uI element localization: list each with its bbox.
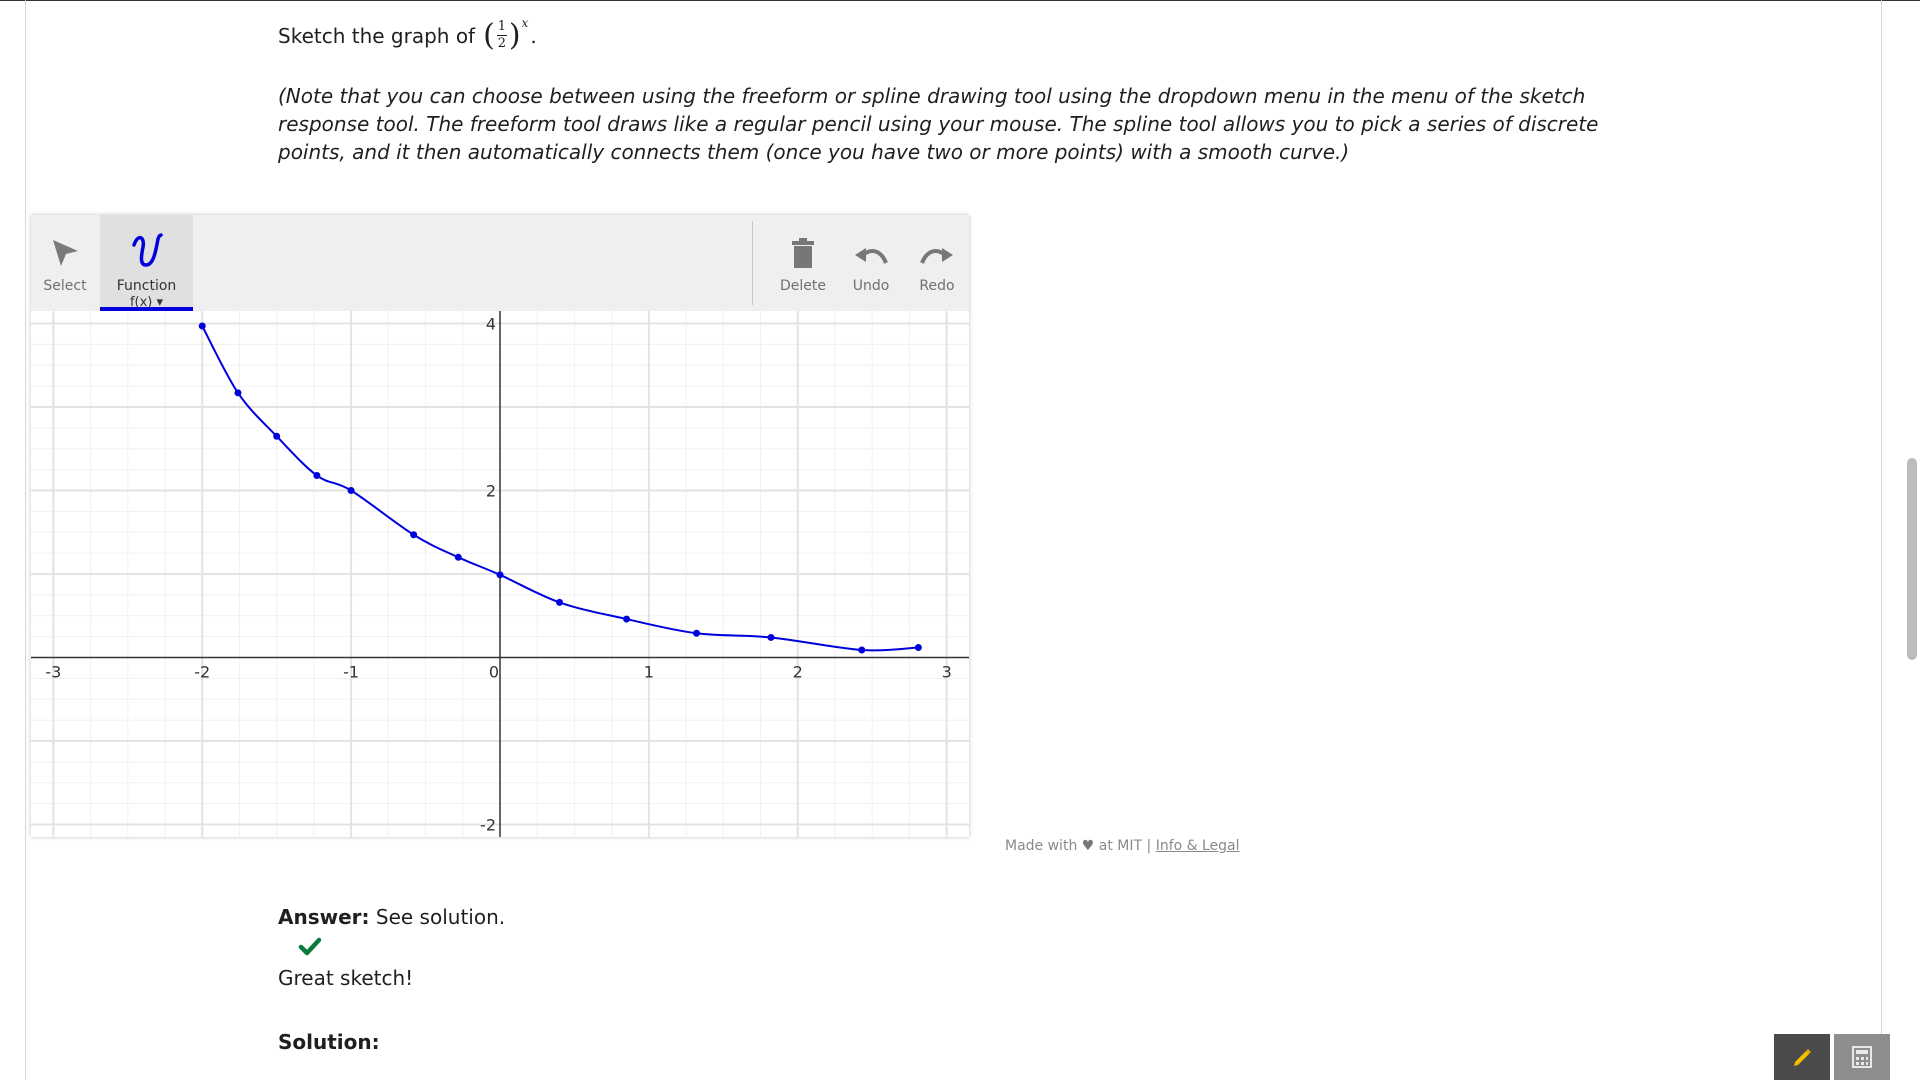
solution-heading: Solution: [278,1030,380,1054]
arrow-select-icon [50,215,80,269]
spline-point [198,322,206,330]
at-mit-text: at MIT | [1098,838,1152,854]
check-icon [298,937,322,956]
spline-point [454,553,462,561]
spline-point [273,432,281,440]
spline-point [234,389,242,397]
answer-label: Answer: [278,905,370,929]
x-tick-label: 3 [942,662,952,681]
credit-footer: Made with ♥ at MIT | Info & Legal [1005,838,1240,854]
sketch-toolbar: Select Function f(x) ▾ Delete [31,215,969,311]
answer-line: Answer: See solution. [278,905,505,929]
instruction-note: (Note that you can choose between using … [278,84,1599,164]
prompt-period: . [530,23,537,48]
spline-point [313,471,321,479]
answer-text: See solution. [375,905,506,929]
undo-icon [853,215,889,269]
function-tool-dropdown[interactable]: f(x) ▾ [129,295,164,310]
y-tick-label: 4 [486,315,496,334]
delete-label: Delete [780,278,826,294]
select-tool-button[interactable]: Select [31,215,99,311]
spline-point [914,643,922,651]
fraction-denominator: 2 [497,36,506,51]
x-tick-label: -2 [194,662,210,681]
function-tool-label: Function [116,278,177,294]
spline-point [693,629,701,637]
calculator-button[interactable] [1834,1034,1890,1080]
function-squiggle-icon [130,215,164,269]
page-left-border [25,0,26,1080]
spline-point [767,633,775,641]
scrollbar-thumb[interactable] [1907,458,1917,660]
x-tick-label: -1 [343,662,359,681]
calculator-icon [1852,1046,1872,1068]
graph-canvas[interactable]: -3 -2 -1 0 1 2 3 4 2 -2 [31,311,969,837]
y-tick-label: 2 [486,482,496,501]
toolbar-divider [752,221,753,305]
undo-label: Undo [852,278,890,294]
redo-button[interactable]: Redo [907,215,967,311]
spline-point [858,646,866,654]
x-tick-label: 0 [489,662,499,681]
function-tool-button[interactable]: Function f(x) ▾ [100,215,193,311]
undo-button[interactable]: Undo [841,215,901,311]
trash-icon [790,215,816,269]
page-right-border [1881,0,1882,1080]
info-legal-link[interactable]: Info & Legal [1155,838,1240,854]
spline-point [556,598,564,606]
problem-prompt: Sketch the graph of ( 1 2 ) x . [278,15,537,53]
x-tick-label: 1 [644,662,654,681]
y-tick-label: -2 [480,815,496,834]
delete-button[interactable]: Delete [771,215,835,311]
fraction-numerator: 1 [497,19,506,34]
x-tick-label: 2 [793,662,803,681]
pencil-button[interactable] [1774,1034,1830,1080]
math-expression: ( 1 2 ) x . [483,15,537,53]
active-tool-indicator [100,307,193,311]
exponent: x [521,15,529,30]
pencil-icon [1794,1049,1811,1066]
spline-point [347,487,355,495]
top-border [0,0,1920,1]
made-with-text: Made with [1005,838,1078,854]
select-tool-label: Select [43,278,87,294]
prompt-text: Sketch the graph of [278,23,476,48]
heart-icon: ♥ [1081,838,1095,854]
sketch-response-tool: Select Function f(x) ▾ Delete [31,215,969,837]
spline-point [496,571,504,579]
spline-point [410,531,418,539]
x-tick-label: -3 [45,662,61,681]
feedback-text: Great sketch! [278,966,414,990]
redo-icon [919,215,955,269]
redo-label: Redo [919,278,955,294]
spline-point [623,615,631,623]
